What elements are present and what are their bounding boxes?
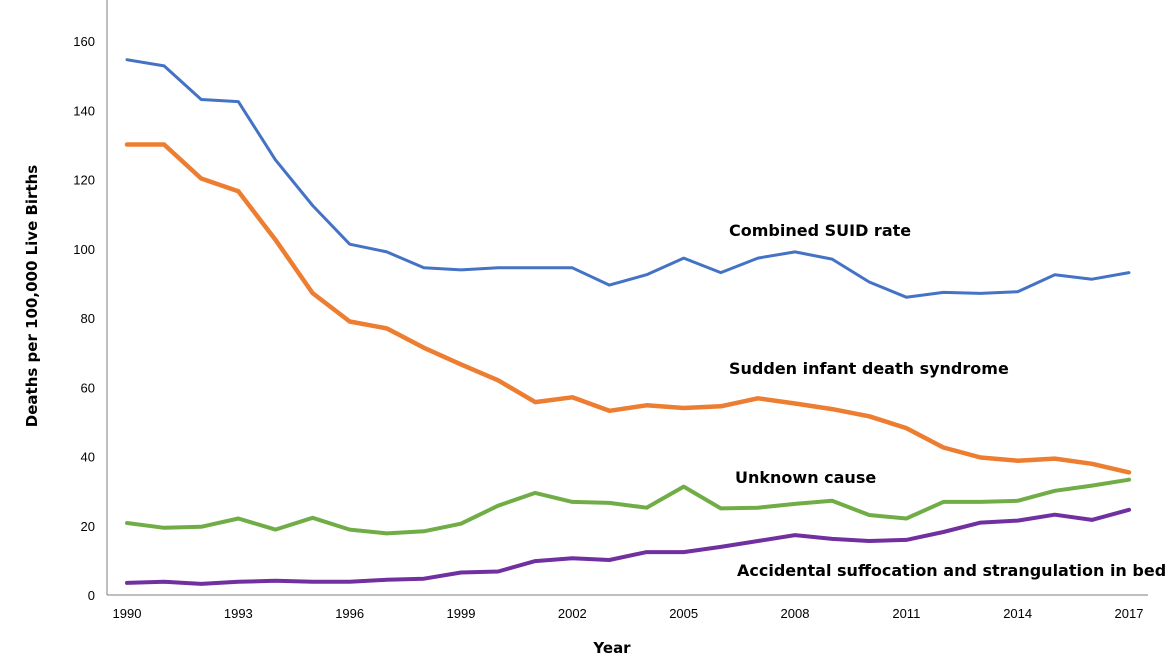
- y-tick-label: 0: [88, 588, 95, 603]
- x-tick-label: 2017: [1115, 606, 1144, 621]
- y-tick-label: 20: [81, 519, 95, 534]
- x-tick-labels: 1990 1993 1996 1999 2002 2005 2008 2011 2014 2017: [113, 606, 1144, 621]
- series-line-3: [125, 477, 1131, 536]
- series-lines: [124, 58, 1132, 586]
- y-tick-label: 160: [73, 34, 95, 49]
- x-tick-label: 1996: [335, 606, 364, 621]
- y-tick-label: 100: [73, 242, 95, 257]
- y-tick-label: 120: [73, 173, 95, 188]
- series-labels: Combined SUID rate Sudden infant death sy…: [729, 221, 1166, 580]
- series-label-2: Sudden infant death syndrome: [729, 359, 1009, 378]
- x-tick-label: 1990: [113, 606, 142, 621]
- y-tick-label: 140: [73, 103, 95, 118]
- series-line-1: [125, 58, 1131, 299]
- x-tick-label: 1999: [447, 606, 476, 621]
- series-line-2: [124, 142, 1132, 475]
- x-tick-label: 2005: [669, 606, 698, 621]
- y-tick-label: 60: [81, 380, 95, 395]
- x-tick-label: 2011: [892, 606, 920, 621]
- x-axis-title: Year: [592, 639, 631, 657]
- x-tick-label: 2008: [781, 606, 810, 621]
- x-tick-label: 1993: [224, 606, 253, 621]
- x-axis: 1990 1993 1996 1999 2002 2005 2008 2011 2014 2017: [107, 594, 1148, 621]
- y-tick-label: 80: [81, 311, 95, 326]
- series-label-4: Accidental suffocation and strangulation…: [737, 561, 1166, 580]
- y-tick-labels: 0 20 40 60 80 100 120 140 160: [73, 34, 95, 603]
- series-line-4: [125, 507, 1131, 586]
- x-tick-label: 2002: [558, 606, 587, 621]
- y-tick-label: 40: [81, 450, 95, 465]
- x-tick-label: 2014: [1003, 606, 1032, 621]
- y-axis: 0 20 40 60 80 100 120 140 160: [73, 0, 108, 603]
- series-label-3: Unknown cause: [735, 468, 876, 487]
- series-label-1: Combined SUID rate: [729, 221, 911, 240]
- y-axis-title: Deaths per 100,000 Live Births: [23, 165, 41, 428]
